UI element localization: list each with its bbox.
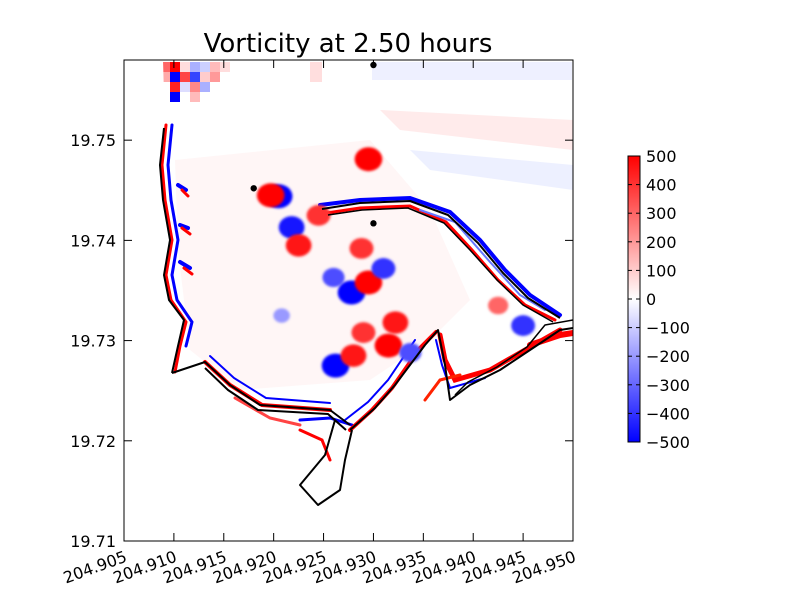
south-inlet: [299, 419, 353, 506]
reef-outline-inner: [327, 207, 554, 323]
colorbar-tick-label: −300: [646, 376, 690, 395]
east-coastline-inner: [454, 319, 573, 396]
vortex-eddy: [354, 147, 383, 172]
vortex-eddy: [354, 270, 383, 295]
marker-layer: [250, 61, 377, 227]
colorbar-tick-label: 300: [646, 204, 677, 223]
vortex-eddy: [382, 311, 409, 334]
offshore-band: [380, 110, 573, 150]
colorbar-ticks: 500 400 300 200 100 0 −100 −200 −300 −400 −500: [628, 147, 690, 452]
vortex-eddy: [273, 308, 290, 323]
y-tick-label: 19.71: [70, 532, 116, 551]
colorbar-tick-label: 100: [646, 261, 677, 280]
south-coastline: [171, 361, 351, 426]
vortex-eddy: [340, 344, 367, 367]
colorbar-tick-label: 200: [646, 233, 677, 252]
east-coastline: [349, 327, 573, 431]
y-tick-label: 19.73: [70, 332, 116, 351]
station-marker: [370, 220, 377, 227]
vortex-eddy: [256, 183, 285, 208]
west-coastline: [159, 127, 185, 374]
y-tick-label: 19.74: [70, 231, 116, 250]
colorbar-tick-label: 0: [646, 290, 656, 309]
colorbar-tick-label: 400: [646, 176, 677, 195]
vortex-eddy: [349, 237, 374, 259]
colorbar-tick-label: −100: [646, 319, 690, 338]
colorbar: 500 400 300 200 100 0 −100 −200 −300 −400 −500: [627, 147, 690, 452]
vortex-eddy: [511, 315, 536, 336]
colorbar-tick-label: 500: [646, 147, 677, 166]
chart-title: Vorticity at 2.50 hours: [204, 29, 493, 59]
vortex-eddy: [278, 216, 305, 239]
plot-area: [124, 60, 573, 541]
south-coastline-inner: [204, 367, 347, 431]
y-tick-label: 19.72: [70, 432, 116, 451]
vortex-eddy: [306, 204, 331, 226]
offshore-field: [372, 62, 572, 80]
coastal-shear: [160, 123, 573, 462]
coastline-contours: [159, 127, 573, 506]
land-mask: [124, 60, 573, 541]
plot-frame: [123, 59, 574, 542]
y-axis: 19.71 19.72 19.73 19.74 19.75: [70, 131, 573, 551]
colorbar-tick-label: −500: [646, 433, 690, 452]
colorbar-tick-label: −400: [646, 404, 690, 423]
vortex-eddy: [322, 267, 345, 288]
vortex-eddy: [374, 333, 403, 358]
station-marker: [250, 185, 257, 192]
vortex-eddy: [371, 258, 396, 279]
colorbar-tick-label: −200: [646, 347, 690, 366]
reef-outline: [321, 200, 561, 319]
vortex-eddy: [351, 322, 376, 343]
offshore-band: [410, 150, 573, 190]
vortex-eddy: [285, 234, 312, 257]
vortex-eddy: [488, 296, 509, 315]
eddy-layer: [256, 147, 536, 378]
top-left-pixels: [150, 62, 322, 102]
y-tick-label: 19.75: [70, 131, 116, 150]
